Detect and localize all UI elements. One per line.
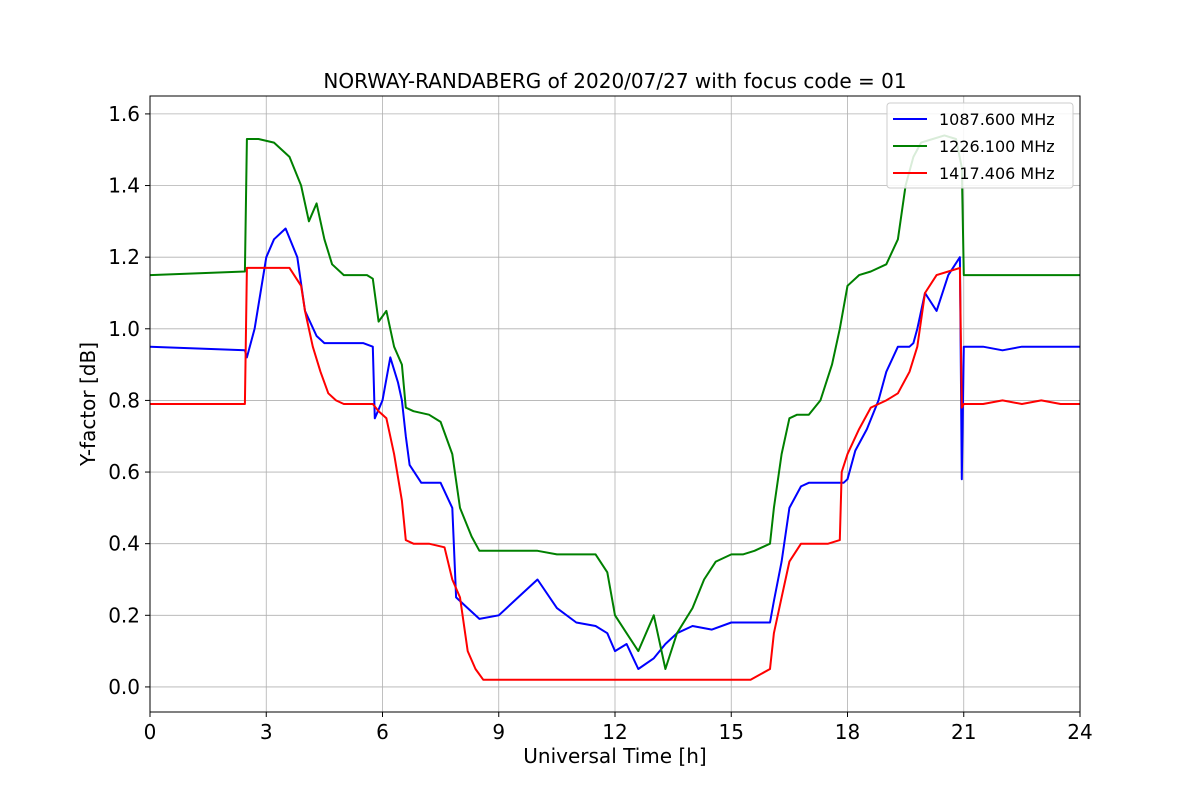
series-line-1 — [149, 227, 1080, 670]
legend: 1087.600 MHz 1226.100 MHz 1417.406 MHz — [886, 102, 1074, 189]
legend-entry-label: 1087.600 MHz — [939, 110, 1055, 129]
x-tick-label: 6 — [376, 720, 389, 744]
x-tick-label: 21 — [951, 720, 976, 744]
x-tick-label: 3 — [260, 720, 273, 744]
legend-entry-label: 1226.100 MHz — [939, 137, 1055, 156]
chart-title: NORWAY-RANDABERG of 2020/07/27 with focu… — [323, 69, 906, 93]
x-axis-label: Universal Time [h] — [523, 744, 706, 768]
series-line-3 — [150, 266, 1080, 681]
x-tick-label: 0 — [144, 720, 157, 744]
x-tick-label: 12 — [602, 720, 627, 744]
y-tick-label: 1.6 — [108, 102, 140, 126]
x-tick-label: 24 — [1067, 720, 1092, 744]
x-axis-ticks: 0 3 6 9 12 15 18 21 24 — [144, 712, 1093, 744]
y-tick-label: 1.4 — [108, 174, 140, 198]
y-tick-label: 0.6 — [108, 460, 140, 484]
y-axis-label: Y-factor [dB] — [76, 342, 100, 467]
y-axis-ticks: 0.0 0.2 0.4 0.6 0.8 1.0 1.2 1.4 1.6 — [108, 102, 150, 699]
y-tick-label: 1.2 — [108, 245, 140, 269]
y-tick-label: 1.0 — [108, 317, 140, 341]
x-tick-label: 18 — [835, 720, 860, 744]
y-tick-label: 0.0 — [108, 675, 140, 699]
legend-box — [886, 102, 1074, 189]
x-tick-label: 9 — [492, 720, 505, 744]
y-tick-label: 0.4 — [108, 532, 140, 556]
legend-entry-label: 1417.406 MHz — [939, 164, 1055, 183]
x-tick-label: 15 — [719, 720, 744, 744]
y-tick-label: 0.8 — [108, 388, 140, 412]
y-tick-label: 0.2 — [108, 603, 140, 627]
